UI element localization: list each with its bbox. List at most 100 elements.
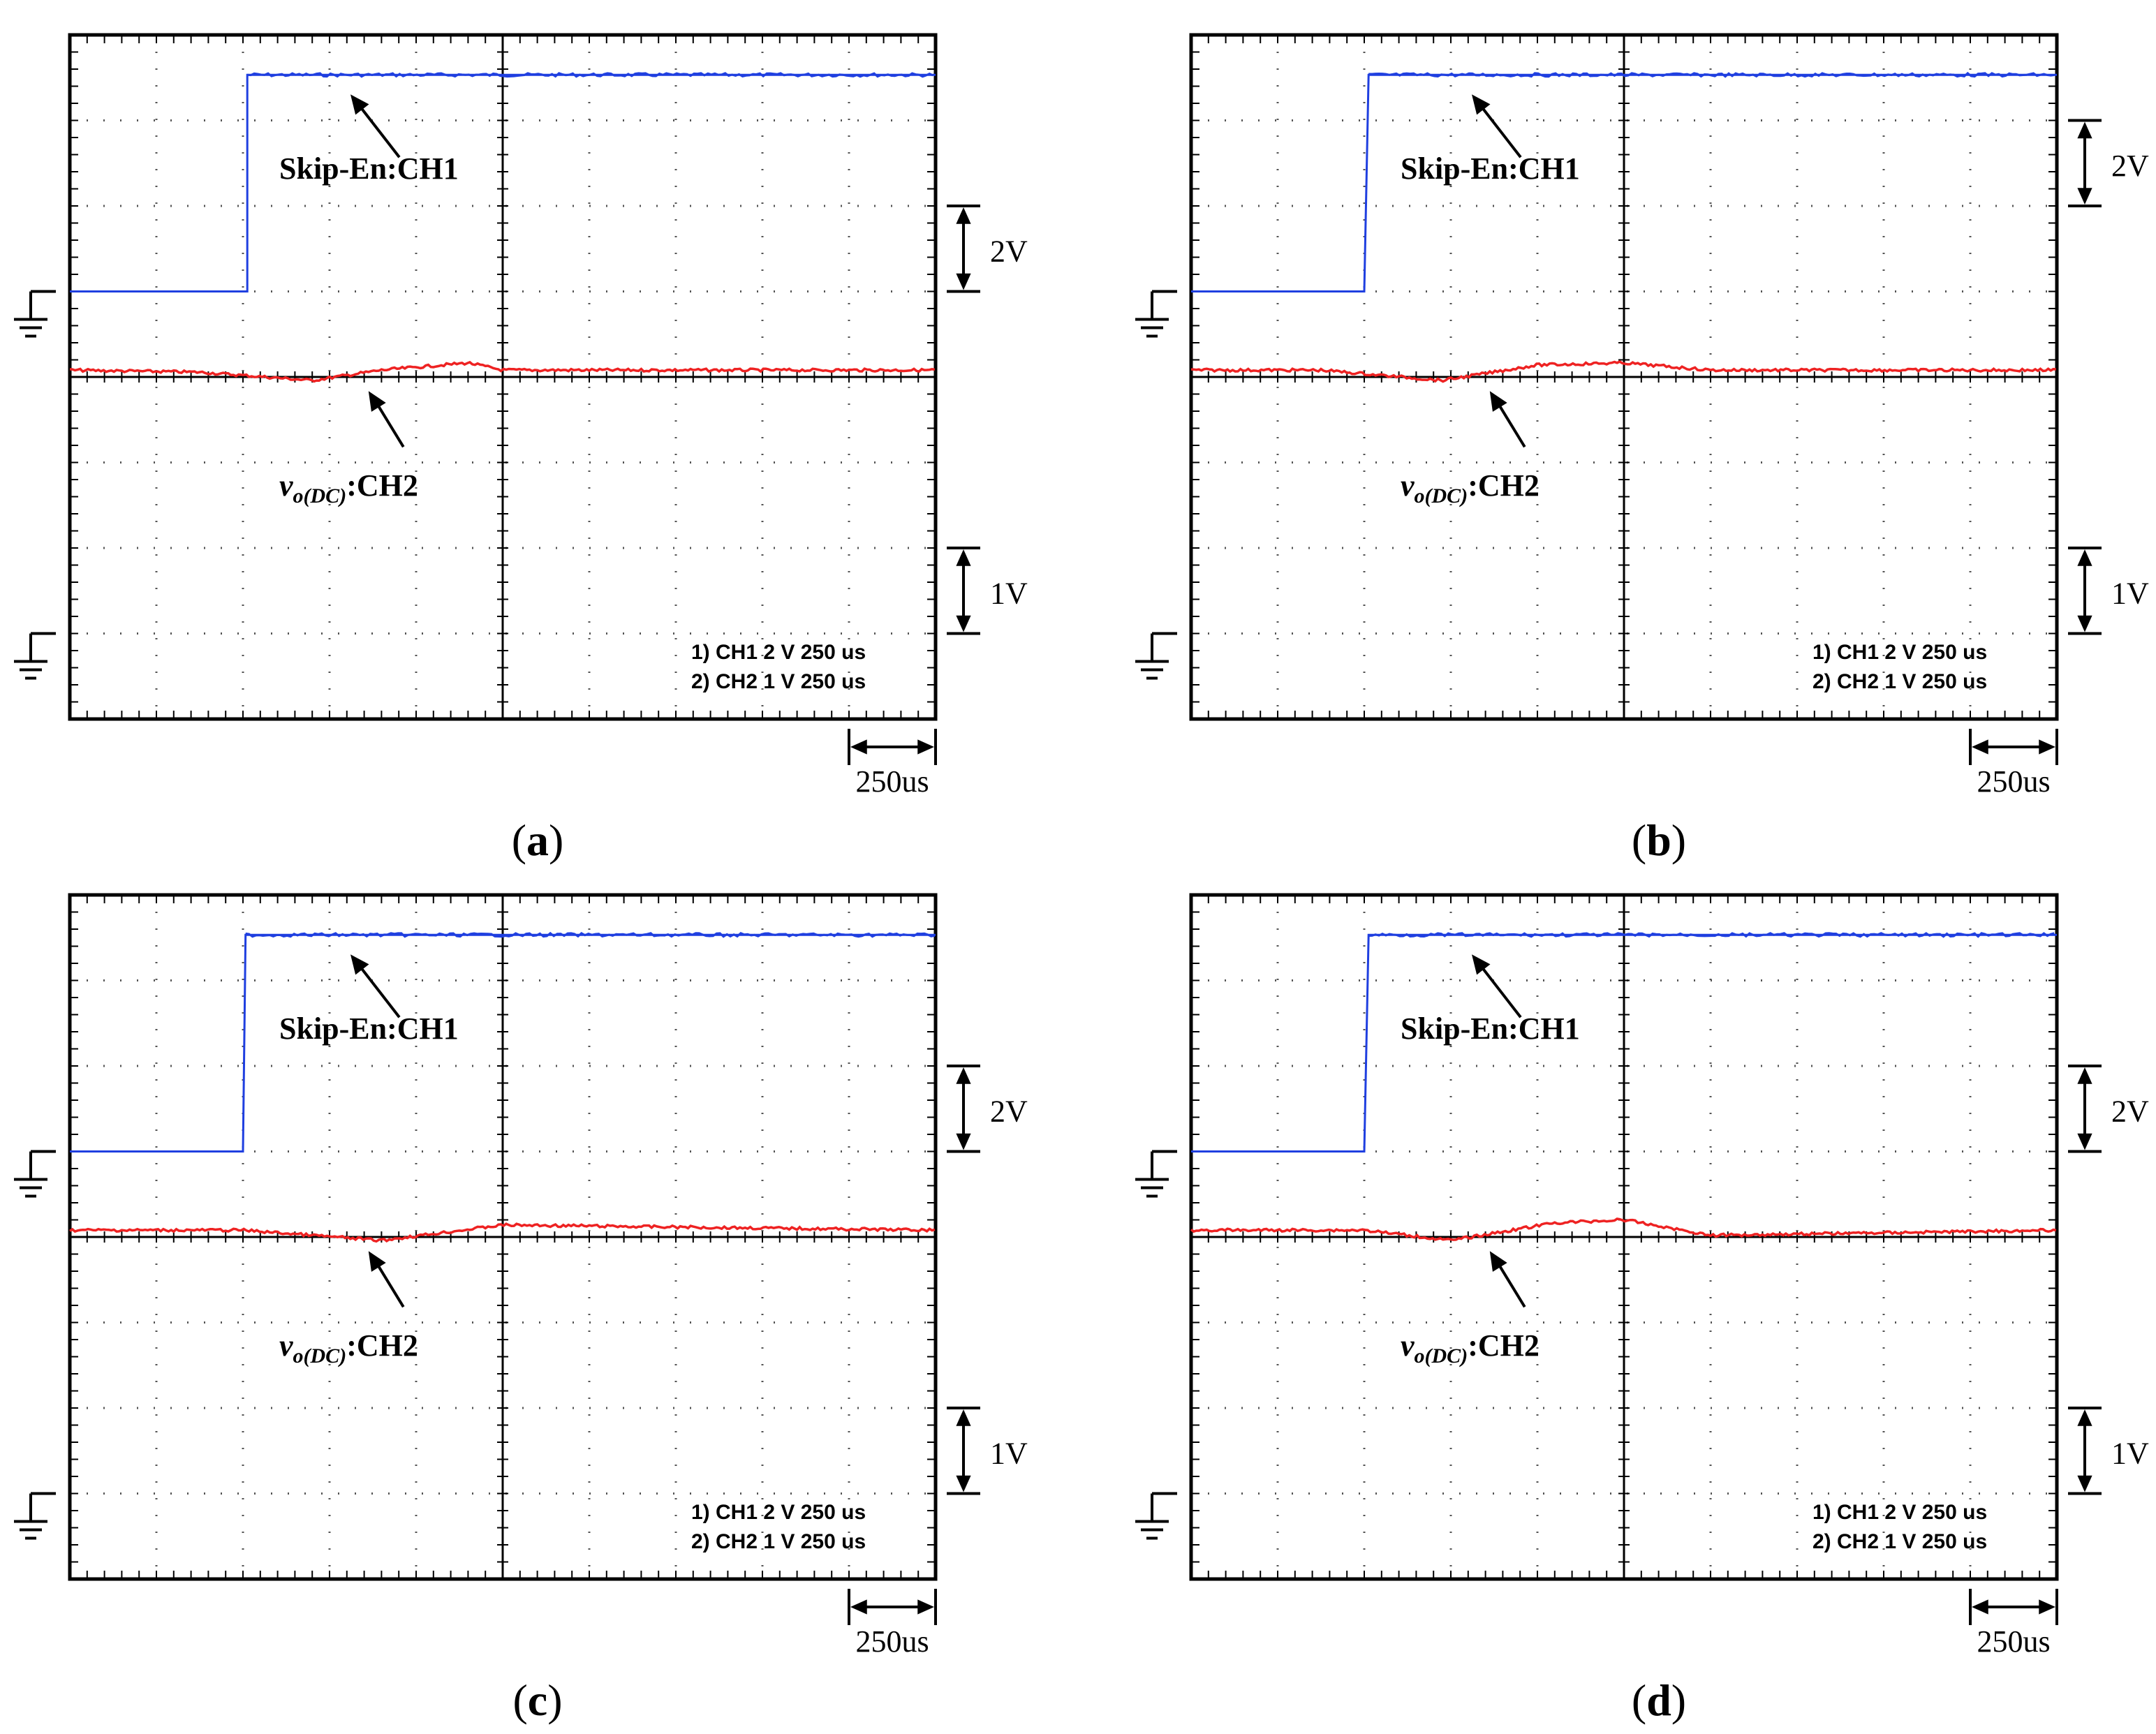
scale-label: 2V xyxy=(2111,149,2149,183)
time-scale-arrowhead-left xyxy=(1972,739,1988,755)
panel-label-letter: b xyxy=(1646,815,1671,865)
time-scale-label: 250us xyxy=(855,1624,929,1659)
ch1-label: Skip-En:CH1 xyxy=(279,151,459,186)
scale-arrowhead-down xyxy=(956,1133,971,1150)
info-line-2: 2) CH2 1 V 250 us xyxy=(691,670,866,693)
ch2-label-rest: :CH2 xyxy=(1468,1328,1540,1363)
panel-label-close: ) xyxy=(1671,1675,1686,1725)
ch1-trace-noise xyxy=(245,931,936,938)
ch2-scale-marker: 1V xyxy=(2068,1407,2149,1495)
screen-frame xyxy=(1189,893,2059,1581)
ch2-label: vo(DC):CH2 xyxy=(279,1328,418,1368)
ch2-trace xyxy=(69,1222,936,1243)
ch2-trace xyxy=(1190,360,2056,383)
screen-frame xyxy=(1189,33,2059,721)
ch1-scale-marker: 2V xyxy=(2068,119,2149,207)
ch2-label-sub: o(DC) xyxy=(293,1344,347,1368)
panel-d: Skip-En:CH1 vo(DC):CH2 2V 1V 1) CH1 2 V 250 … xyxy=(1135,893,2149,1725)
info-line-1: 1) CH1 2 V 250 us xyxy=(1812,641,1987,664)
ch2-annotation-arrowhead xyxy=(1489,391,1507,412)
time-scale-label: 250us xyxy=(855,764,929,799)
ch2-label-var: v xyxy=(279,468,293,503)
ch2-label: vo(DC):CH2 xyxy=(1401,468,1540,507)
ch1-label: Skip-En:CH1 xyxy=(1401,151,1580,186)
scale-arrowhead-down xyxy=(956,615,971,632)
scale-arrowhead-down xyxy=(2077,1475,2092,1492)
panel-label: (c) xyxy=(512,1675,562,1725)
scale-label: 1V xyxy=(990,576,1028,610)
ch1-annotation-arrow xyxy=(1476,961,1522,1018)
panel-label-open: ( xyxy=(1632,815,1646,865)
scale-arrowhead-up xyxy=(956,207,971,224)
scale-arrowhead-down xyxy=(2077,188,2092,205)
ch2-scale-marker: 1V xyxy=(2068,547,2149,635)
time-scale-arrowhead-left xyxy=(850,1599,867,1615)
ch1-annotation-arrow xyxy=(355,101,401,158)
ch2-label: vo(DC):CH2 xyxy=(1401,1328,1540,1368)
panel-label-close: ) xyxy=(1671,815,1686,865)
panel-label: (b) xyxy=(1632,815,1686,865)
panel-a: Skip-En:CH1 vo(DC):CH2 2V 1V 1) CH1 2 V 250 … xyxy=(14,33,1028,865)
ch1-scale-marker: 2V xyxy=(2068,1065,2149,1153)
scale-arrowhead-down xyxy=(2077,615,2092,632)
info-line-1: 1) CH1 2 V 250 us xyxy=(691,641,866,664)
ch2-scale-marker: 1V xyxy=(947,1407,1028,1495)
ch1-ground-icon xyxy=(14,1150,56,1198)
time-scale-arrowhead-right xyxy=(2039,739,2055,755)
ch1-annotation-arrowhead xyxy=(350,954,369,975)
panel-label: (a) xyxy=(512,815,564,865)
panel-label-close: ) xyxy=(547,1675,562,1725)
ch2-label-rest: :CH2 xyxy=(346,468,418,503)
ch1-annotation-arrow xyxy=(1476,101,1522,158)
screen-frame xyxy=(68,893,938,1581)
ch2-trace xyxy=(69,360,936,383)
ch2-label-rest: :CH2 xyxy=(1468,468,1540,503)
ch2-ground-icon xyxy=(14,1492,56,1540)
ch1-annotation-arrow xyxy=(355,961,401,1018)
scale-arrowhead-up xyxy=(956,549,971,566)
ch1-annotation-arrowhead xyxy=(1472,954,1491,975)
ch1-label: Skip-En:CH1 xyxy=(1401,1012,1580,1046)
ch2-ground-icon xyxy=(1135,632,1177,680)
scale-label: 1V xyxy=(990,1436,1028,1470)
ch2-label: vo(DC):CH2 xyxy=(279,468,418,507)
scale-arrowhead-up xyxy=(956,1409,971,1426)
info-line-1: 1) CH1 2 V 250 us xyxy=(691,1501,866,1524)
time-scale-arrowhead-left xyxy=(850,739,867,755)
ch1-trace-noise xyxy=(1368,71,2055,78)
scale-label: 2V xyxy=(990,234,1028,268)
info-line-2: 2) CH2 1 V 250 us xyxy=(1812,670,1987,693)
time-scale-arrowhead-left xyxy=(1972,1599,1988,1615)
scale-arrowhead-up xyxy=(2077,1409,2092,1426)
info-line-1: 1) CH1 2 V 250 us xyxy=(1812,1501,1987,1524)
time-scale-arrowhead-right xyxy=(917,739,934,755)
ch2-label-sub: o(DC) xyxy=(293,484,347,507)
ch2-scale-marker: 1V xyxy=(947,547,1028,635)
scale-arrowhead-up xyxy=(2077,549,2092,566)
panel-label-letter: a xyxy=(526,815,549,865)
ch1-trace-noise xyxy=(247,72,933,78)
panel-b: Skip-En:CH1 vo(DC):CH2 2V 1V 1) CH1 2 V 250 … xyxy=(1135,33,2149,865)
info-line-2: 2) CH2 1 V 250 us xyxy=(1812,1530,1987,1553)
ch1-trace-noise xyxy=(1368,932,2055,938)
scale-arrowhead-up xyxy=(956,1067,971,1084)
time-scale-label: 250us xyxy=(1977,764,2050,799)
scale-arrowhead-down xyxy=(956,273,971,290)
scale-arrowhead-up xyxy=(2077,121,2092,139)
ch1-annotation-arrowhead xyxy=(350,94,369,115)
panel-label-letter: d xyxy=(1646,1675,1671,1725)
ch1-scale-marker: 2V xyxy=(947,205,1028,293)
scale-arrowhead-down xyxy=(2077,1133,2092,1150)
ch2-ground-icon xyxy=(14,632,56,680)
panel-label-open: ( xyxy=(512,815,526,865)
scale-arrowhead-down xyxy=(956,1475,971,1492)
ch1-label: Skip-En:CH1 xyxy=(279,1012,459,1046)
scale-label: 1V xyxy=(2111,1436,2149,1470)
ch1-annotation-arrowhead xyxy=(1472,94,1491,115)
ch1-ground-icon xyxy=(1135,290,1177,338)
screen-frame xyxy=(68,33,938,721)
ch2-annotation-arrowhead xyxy=(1489,1251,1507,1272)
ch2-label-sub: o(DC) xyxy=(1415,1344,1468,1368)
panel-label: (d) xyxy=(1632,1675,1686,1725)
